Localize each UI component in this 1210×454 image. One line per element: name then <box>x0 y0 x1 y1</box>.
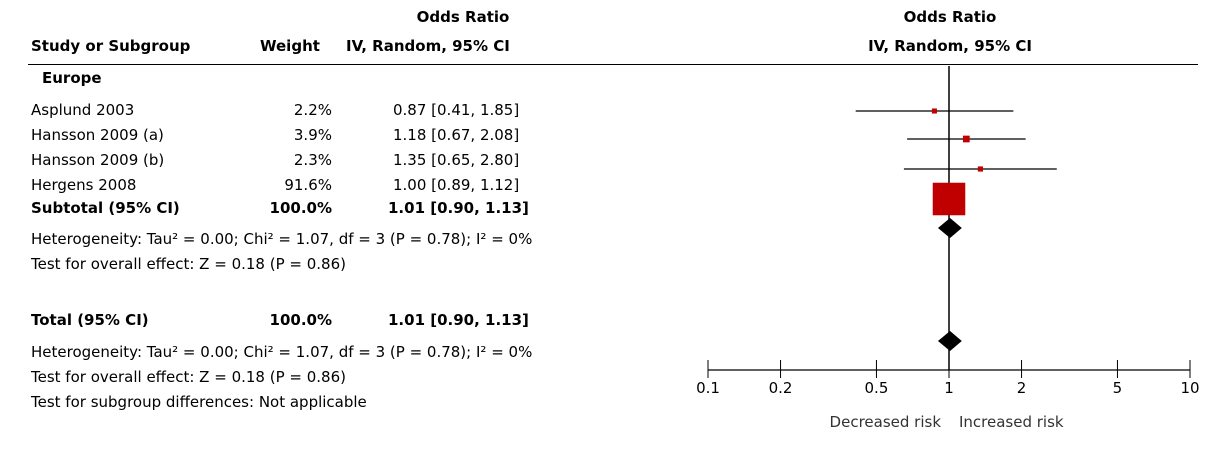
study-name: Hansson 2009 (a) <box>31 126 164 144</box>
study-weight: 91.6% <box>284 176 332 194</box>
subtotal-ci: 1.01 [0.90, 1.13] <box>388 199 529 217</box>
study-ci: 1.00 [0.89, 1.12] <box>393 176 520 194</box>
study-marker <box>932 182 966 216</box>
x-tick-label: 2 <box>1017 379 1027 397</box>
x-tick-label: 0.2 <box>769 379 793 397</box>
study-name: Hergens 2008 <box>31 176 137 194</box>
study-weight: 2.2% <box>293 101 332 119</box>
study-marker <box>931 108 937 114</box>
study-column-header: Study or Subgroup <box>31 37 191 55</box>
total-overall-effect: Test for overall effect: Z = 0.18 (P = 0… <box>31 368 346 386</box>
study-weight: 2.3% <box>293 151 332 169</box>
header-rule <box>28 64 1198 65</box>
study-name: Asplund 2003 <box>31 101 135 119</box>
plot-header-bottom: IV, Random, 95% CI <box>868 37 1032 55</box>
subgroup-label: Europe <box>42 69 102 87</box>
x-tick-label: 5 <box>1113 379 1123 397</box>
study-name: Hansson 2009 (b) <box>31 151 165 169</box>
subgroup-overall-effect: Test for overall effect: Z = 0.18 (P = 0… <box>31 255 346 273</box>
or-header-top: Odds Ratio <box>416 8 510 26</box>
x-tick-label: 0.5 <box>865 379 889 397</box>
pooled-diamond <box>937 331 962 351</box>
x-tick-label: 1 <box>944 379 954 397</box>
study-marker <box>977 166 983 172</box>
study-ci: 1.35 [0.65, 2.80] <box>393 151 520 169</box>
x-tick-label: 0.1 <box>696 379 720 397</box>
plot-header-top: Odds Ratio <box>903 8 997 26</box>
total-ci: 1.01 [0.90, 1.13] <box>388 311 529 329</box>
study-weight: 3.9% <box>293 126 332 144</box>
study-ci: 0.87 [0.41, 1.85] <box>393 101 520 119</box>
subtotal-label: Subtotal (95% CI) <box>31 199 180 217</box>
favours-left-label: Decreased risk <box>830 413 942 431</box>
subgroup-differences: Test for subgroup differences: Not appli… <box>31 393 367 411</box>
study-marker <box>962 135 970 143</box>
total-heterogeneity: Heterogeneity: Tau² = 0.00; Chi² = 1.07,… <box>31 343 533 361</box>
subtotal-weight: 100.0% <box>269 199 332 217</box>
pooled-diamond <box>937 218 962 238</box>
favours-right-label: Increased risk <box>959 413 1064 431</box>
subgroup-heterogeneity: Heterogeneity: Tau² = 0.00; Chi² = 1.07,… <box>31 230 533 248</box>
total-label: Total (95% CI) <box>31 311 149 329</box>
or-header-bottom: IV, Random, 95% CI <box>346 37 510 55</box>
x-tick-label: 10 <box>1180 379 1199 397</box>
study-ci: 1.18 [0.67, 2.08] <box>393 126 520 144</box>
total-weight: 100.0% <box>269 311 332 329</box>
weight-column-header: Weight <box>260 37 320 55</box>
